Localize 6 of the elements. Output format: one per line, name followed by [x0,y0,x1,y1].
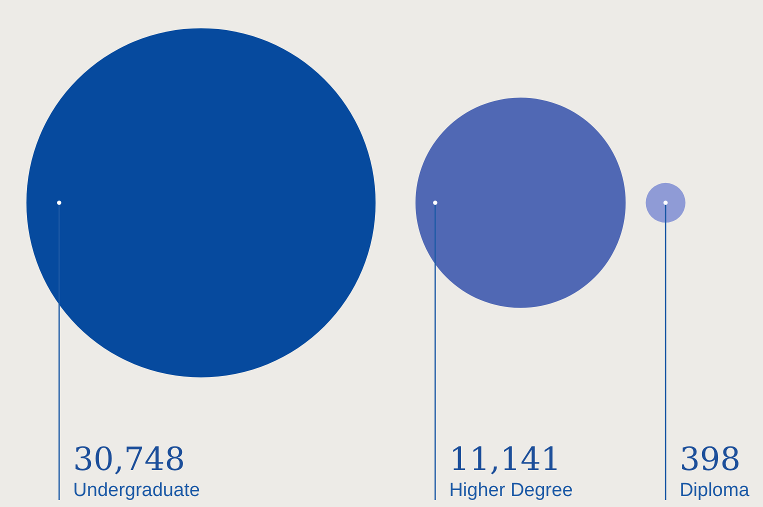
data-label: 398 [680,440,741,478]
category-label: Diploma [680,480,750,501]
data-label: 30,748 [73,440,186,478]
category-label: Undergraduate [73,480,200,501]
data-label: 11,141 [449,440,562,478]
category-label: Higher Degree [449,480,573,501]
